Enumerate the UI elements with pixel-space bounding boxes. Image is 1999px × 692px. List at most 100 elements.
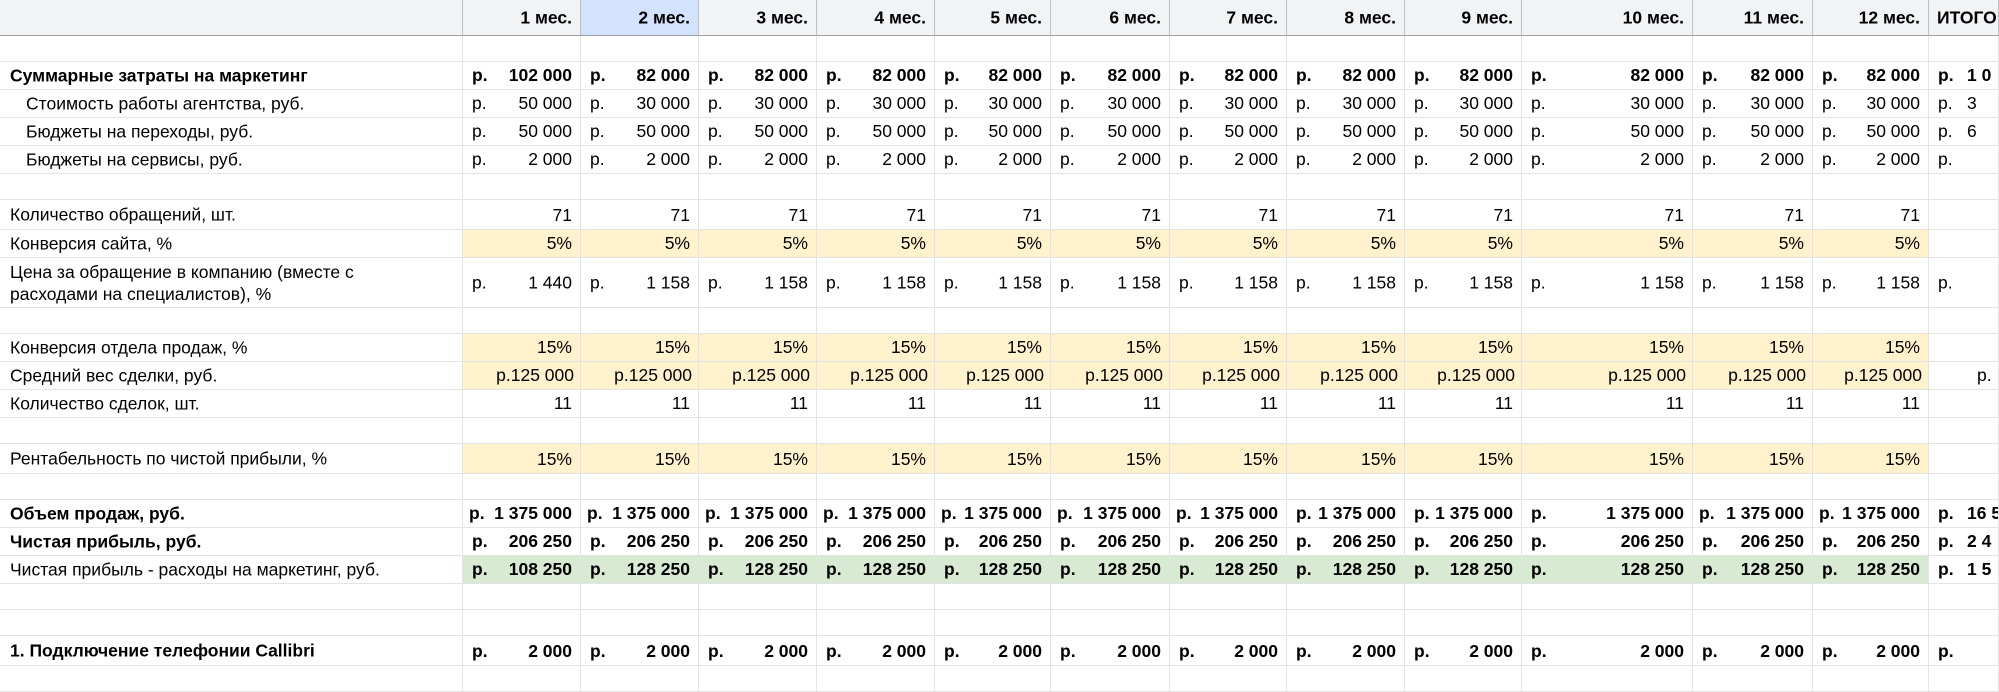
value-cell[interactable]: р. 128 250: [699, 556, 817, 584]
value-cell[interactable]: [1405, 36, 1522, 62]
value-cell[interactable]: [1405, 418, 1522, 444]
value-cell[interactable]: р. 1 375 000: [1693, 500, 1813, 528]
value-cell[interactable]: [1813, 474, 1929, 500]
value-cell[interactable]: р. 1 0: [1929, 62, 1999, 90]
value-cell[interactable]: 5%: [1522, 230, 1693, 258]
value-cell[interactable]: р. 1 375 000: [1051, 500, 1170, 528]
value-cell[interactable]: [1929, 230, 1999, 258]
value-cell[interactable]: р.: [1929, 258, 1999, 308]
value-cell[interactable]: [1405, 666, 1522, 692]
value-cell[interactable]: р. 2 000: [1170, 636, 1287, 666]
value-cell[interactable]: [1287, 474, 1405, 500]
value-cell[interactable]: 15%: [463, 444, 581, 474]
value-cell[interactable]: [817, 474, 935, 500]
value-cell[interactable]: р. 1 375 000: [1287, 500, 1405, 528]
value-cell[interactable]: 5%: [1693, 230, 1813, 258]
value-cell[interactable]: р. 1 158: [1405, 258, 1522, 308]
column-header-12[interactable]: 12 мес.: [1813, 0, 1929, 36]
value-cell[interactable]: р.125 000: [1287, 362, 1405, 390]
value-cell[interactable]: 5%: [1287, 230, 1405, 258]
value-cell[interactable]: р. 2 000: [463, 146, 581, 174]
value-cell[interactable]: р.: [1929, 636, 1999, 666]
value-cell[interactable]: р. 30 000: [1522, 90, 1693, 118]
value-cell[interactable]: 71: [1693, 200, 1813, 230]
value-cell[interactable]: [1929, 390, 1999, 418]
column-header-4[interactable]: 4 мес.: [817, 0, 935, 36]
value-cell[interactable]: р.125 000: [1522, 362, 1693, 390]
value-cell[interactable]: [1693, 610, 1813, 636]
value-cell[interactable]: 11: [699, 390, 817, 418]
column-header-5[interactable]: 5 мес.: [935, 0, 1051, 36]
value-cell[interactable]: [1051, 666, 1170, 692]
value-cell[interactable]: р.125 000: [1405, 362, 1522, 390]
value-cell[interactable]: [1051, 418, 1170, 444]
value-cell[interactable]: [1287, 36, 1405, 62]
value-cell[interactable]: 11: [817, 390, 935, 418]
value-cell[interactable]: 5%: [1051, 230, 1170, 258]
value-cell[interactable]: [581, 610, 699, 636]
value-cell[interactable]: 15%: [1051, 444, 1170, 474]
value-cell[interactable]: р. 2 000: [699, 636, 817, 666]
row-label-cell[interactable]: Цена за обращение в компанию (вместе с р…: [0, 258, 463, 308]
value-cell[interactable]: р. 206 250: [1813, 528, 1929, 556]
value-cell[interactable]: 71: [1405, 200, 1522, 230]
value-cell[interactable]: р. 30 000: [1813, 90, 1929, 118]
value-cell[interactable]: р. 50 000: [1522, 118, 1693, 146]
column-header-7[interactable]: 7 мес.: [1170, 0, 1287, 36]
value-cell[interactable]: р. 1 158: [1170, 258, 1287, 308]
value-cell[interactable]: р. 2 000: [817, 636, 935, 666]
column-header-2[interactable]: 2 мес.: [581, 0, 699, 36]
value-cell[interactable]: р. 3: [1929, 90, 1999, 118]
value-cell[interactable]: р. 2 000: [1693, 146, 1813, 174]
value-cell[interactable]: 15%: [1405, 334, 1522, 362]
value-cell[interactable]: 15%: [581, 444, 699, 474]
row-label-cell[interactable]: [0, 418, 463, 444]
value-cell[interactable]: [1693, 474, 1813, 500]
value-cell[interactable]: р. 1 375 000: [817, 500, 935, 528]
value-cell[interactable]: 15%: [817, 444, 935, 474]
value-cell[interactable]: [1051, 36, 1170, 62]
value-cell[interactable]: 15%: [463, 334, 581, 362]
value-cell[interactable]: р. 206 250: [1287, 528, 1405, 556]
value-cell[interactable]: р.: [1929, 146, 1999, 174]
value-cell[interactable]: [699, 584, 817, 610]
value-cell[interactable]: р. 2 000: [935, 146, 1051, 174]
value-cell[interactable]: [581, 174, 699, 200]
value-cell[interactable]: 15%: [1051, 334, 1170, 362]
value-cell[interactable]: [1522, 666, 1693, 692]
column-header-13[interactable]: ИТОГО: [1929, 0, 1999, 36]
value-cell[interactable]: р. 82 000: [1287, 62, 1405, 90]
value-cell[interactable]: р. 1 158: [1693, 258, 1813, 308]
value-cell[interactable]: [1287, 418, 1405, 444]
value-cell[interactable]: р. 1 440: [463, 258, 581, 308]
value-cell[interactable]: р. 102 000: [463, 62, 581, 90]
value-cell[interactable]: [935, 666, 1051, 692]
value-cell[interactable]: [935, 610, 1051, 636]
value-cell[interactable]: р. 206 250: [817, 528, 935, 556]
value-cell[interactable]: р.125 000: [581, 362, 699, 390]
select-all-corner[interactable]: [0, 0, 463, 36]
row-label-cell[interactable]: Чистая прибыль, руб.: [0, 528, 463, 556]
row-label-cell[interactable]: [0, 308, 463, 334]
value-cell[interactable]: [1929, 174, 1999, 200]
value-cell[interactable]: [935, 474, 1051, 500]
value-cell[interactable]: [1405, 474, 1522, 500]
value-cell[interactable]: р. 1 158: [1287, 258, 1405, 308]
row-label-cell[interactable]: Объем продаж, руб.: [0, 500, 463, 528]
value-cell[interactable]: р. 2 000: [1813, 146, 1929, 174]
value-cell[interactable]: [699, 474, 817, 500]
value-cell[interactable]: [581, 308, 699, 334]
value-cell[interactable]: р. 82 000: [1405, 62, 1522, 90]
value-cell[interactable]: 5%: [581, 230, 699, 258]
value-cell[interactable]: [699, 666, 817, 692]
value-cell[interactable]: 15%: [1170, 444, 1287, 474]
value-cell[interactable]: р. 2 000: [1170, 146, 1287, 174]
value-cell[interactable]: [935, 36, 1051, 62]
value-cell[interactable]: 15%: [1405, 444, 1522, 474]
value-cell[interactable]: 71: [817, 200, 935, 230]
value-cell[interactable]: [1522, 584, 1693, 610]
value-cell[interactable]: р. 82 000: [1051, 62, 1170, 90]
value-cell[interactable]: р. 30 000: [935, 90, 1051, 118]
value-cell[interactable]: р. 30 000: [817, 90, 935, 118]
value-cell[interactable]: р. 2 000: [817, 146, 935, 174]
